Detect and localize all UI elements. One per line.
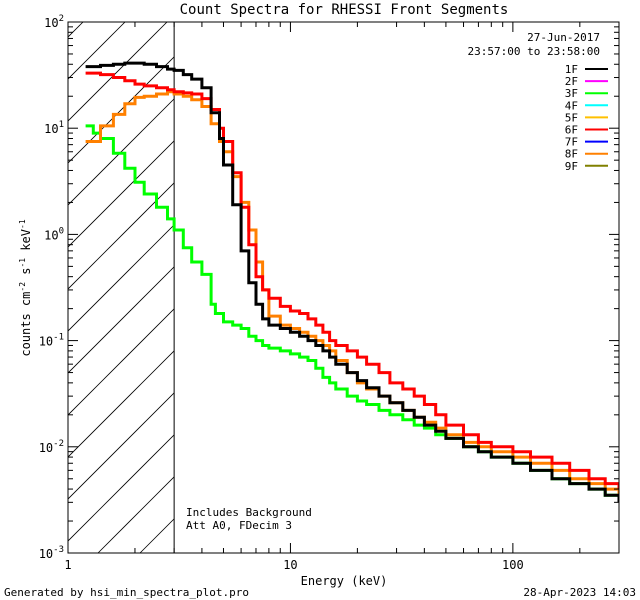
footer-timestamp: 28-Apr-2023 14:03 [523, 586, 636, 599]
legend-label-3F: 3F [565, 87, 578, 100]
x-axis-label: Energy (keV) [301, 574, 388, 588]
series-layer [85, 61, 619, 503]
legend-label-6F: 6F [565, 124, 578, 137]
time-range-label: 23:57:00 to 23:58:00 [468, 45, 600, 58]
footer-generated-by: Generated by hsi_min_spectra_plot.pro [4, 586, 249, 599]
x-tick-label: 100 [502, 558, 524, 572]
y-tick-labels: 102 101 100 10-1 10-2 10-3 [39, 14, 64, 561]
hatch-line [68, 22, 84, 38]
date-label: 27-Jun-2017 [527, 31, 600, 44]
annotation-attenuator: Att A0, FDecim 3 [186, 519, 292, 532]
plot-frame [67, 21, 620, 554]
x-tick-label: 10 [283, 558, 297, 572]
axis-ticks [67, 22, 620, 554]
legend-label-5F: 5F [565, 111, 578, 124]
legend-label-8F: 8F [565, 148, 578, 161]
legend-label-7F: 7F [565, 136, 578, 149]
hatch-line [0, 0, 70, 553]
y-tick-label: 10-3 [39, 545, 64, 561]
y-axis-label: counts cm-2 s-1 keV-1 [18, 219, 33, 356]
x-tick-label: 1 [64, 558, 71, 572]
y-tick-label: 102 [44, 14, 64, 30]
chart-title: Count Spectra for RHESSI Front Segments [180, 2, 509, 18]
y-tick-label: 101 [44, 120, 64, 136]
annotation-background: Includes Background [186, 506, 312, 519]
series-6F [85, 71, 619, 490]
legend-label-2F: 2F [565, 75, 578, 88]
legend-label-4F: 4F [565, 99, 578, 112]
x-tick-labels: 1 10 100 [64, 558, 523, 572]
legend-label-1F: 1F [565, 63, 578, 76]
y-tick-label: 10-2 [39, 439, 64, 455]
series-1F [85, 61, 619, 503]
y-tick-label: 10-1 [39, 333, 64, 349]
hatch-line [68, 22, 168, 122]
legend-label-9F: 9F [565, 160, 578, 173]
y-tick-label: 100 [44, 226, 64, 242]
